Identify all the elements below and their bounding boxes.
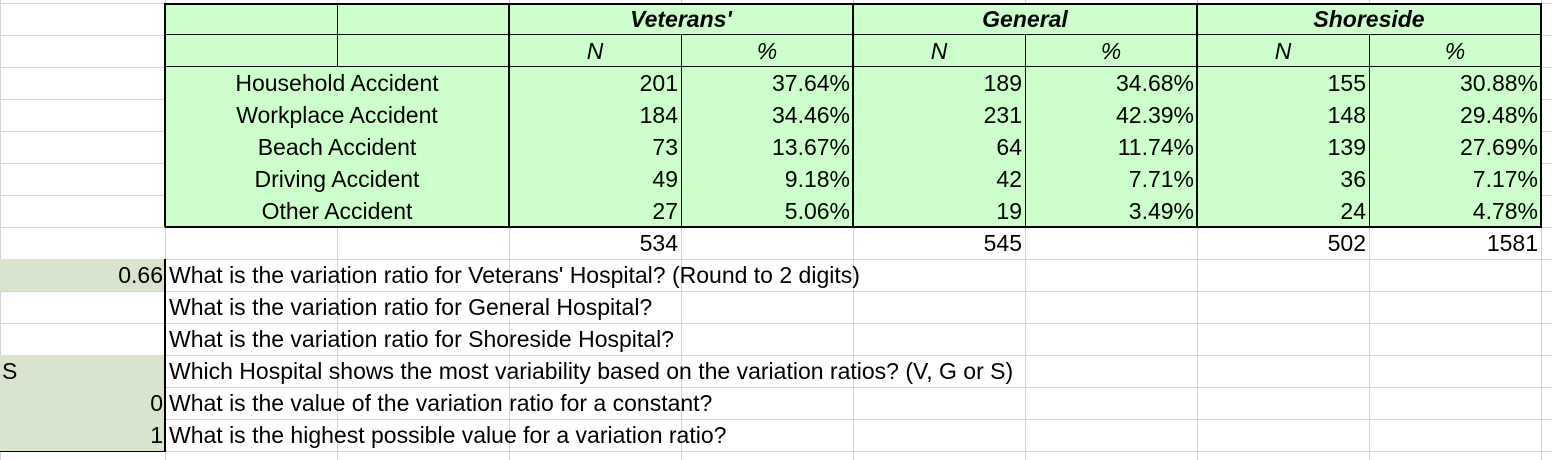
row-label[interactable]: Workplace Accident (236, 102, 438, 128)
grid-column-line (337, 0, 338, 460)
count-cell[interactable]: 231 (983, 102, 1022, 128)
total-grand[interactable]: 1581 (1486, 230, 1538, 256)
grid-row-line (0, 451, 1552, 452)
grid-row-line (0, 419, 1552, 420)
grid-column-line (509, 0, 510, 460)
count-cell[interactable]: 184 (639, 102, 678, 128)
percent-cell[interactable]: 13.67% (771, 134, 850, 160)
answer-col-border (164, 259, 166, 452)
grid-row-line (0, 291, 1552, 292)
percent-cell[interactable]: 9.18% (784, 166, 850, 192)
grid-row-line (0, 355, 1552, 356)
sub-col-divider (1369, 35, 1370, 227)
count-cell[interactable]: 189 (983, 70, 1022, 96)
percent-cell[interactable]: 37.64% (771, 70, 850, 96)
count-cell[interactable]: 139 (1327, 134, 1366, 160)
table-border-bottom (165, 226, 1542, 228)
col-veterans-n[interactable]: N (586, 38, 604, 64)
percent-cell[interactable]: 4.78% (1472, 198, 1538, 224)
col-general-pct[interactable]: % (1100, 38, 1122, 64)
group-divider (852, 3, 854, 227)
percent-cell[interactable]: 30.88% (1459, 70, 1538, 96)
percent-cell[interactable]: 3.49% (1128, 198, 1194, 224)
header-veterans[interactable]: Veterans' (630, 6, 732, 32)
answer-cell[interactable]: 1 (0, 419, 165, 451)
sub-col-divider (1025, 35, 1026, 227)
percent-cell[interactable]: 5.06% (784, 198, 850, 224)
grid-row-line (0, 387, 1552, 388)
question-text: What is the variation ratio for General … (169, 294, 653, 320)
count-cell[interactable]: 27 (652, 198, 678, 224)
question-text: Which Hospital shows the most variabilit… (169, 358, 1014, 384)
grid-row-line (0, 323, 1552, 324)
col-shoreside-n[interactable]: N (1274, 38, 1292, 64)
total-general[interactable]: 545 (983, 230, 1022, 256)
label-col-divider (337, 3, 338, 67)
sub-col-divider (681, 35, 682, 227)
percent-cell[interactable]: 34.46% (771, 102, 850, 128)
grid-column-line (681, 0, 682, 460)
percent-cell[interactable]: 27.69% (1459, 134, 1538, 160)
answer-col-border-bottom (0, 451, 166, 452)
count-cell[interactable]: 42 (996, 166, 1022, 192)
answer-cell[interactable]: 0.66 (0, 259, 165, 291)
question-text: What is the variation ratio for Veterans… (169, 262, 860, 288)
question-text: What is the value of the variation ratio… (169, 390, 713, 416)
grid-column-line (1197, 0, 1198, 460)
count-cell[interactable]: 49 (652, 166, 678, 192)
percent-cell[interactable]: 7.17% (1472, 166, 1538, 192)
grid-column-line (0, 0, 1, 460)
percent-cell[interactable]: 34.68% (1115, 70, 1194, 96)
question-text: What is the highest possible value for a… (169, 422, 727, 448)
percent-cell[interactable]: 11.74% (1117, 134, 1194, 160)
count-cell[interactable]: 201 (639, 70, 678, 96)
answer-cell[interactable]: 0 (0, 387, 165, 419)
count-cell[interactable]: 19 (996, 198, 1022, 224)
row-label[interactable]: Household Accident (235, 70, 439, 96)
header-shoreside[interactable]: Shoreside (1313, 6, 1425, 32)
grid-column-line (165, 0, 166, 460)
table-border-right (1540, 3, 1542, 227)
count-cell[interactable]: 36 (1340, 166, 1366, 192)
grid-column-line (1541, 0, 1542, 460)
total-veterans[interactable]: 534 (639, 230, 678, 256)
count-cell[interactable]: 73 (652, 134, 678, 160)
answer-cell[interactable]: S (0, 355, 165, 387)
row-label[interactable]: Driving Accident (254, 166, 420, 192)
row-label[interactable]: Other Accident (261, 198, 413, 224)
col-shoreside-pct[interactable]: % (1444, 38, 1466, 64)
header-general[interactable]: General (982, 6, 1068, 32)
table-border-left (164, 3, 166, 227)
col-general-n[interactable]: N (930, 38, 948, 64)
grid-row-line (0, 259, 1552, 260)
total-shoreside[interactable]: 502 (1327, 230, 1366, 256)
count-cell[interactable]: 64 (996, 134, 1022, 160)
question-text: What is the variation ratio for Shoresid… (169, 326, 674, 352)
percent-cell[interactable]: 29.48% (1459, 102, 1538, 128)
col-veterans-pct[interactable]: % (756, 38, 778, 64)
percent-cell[interactable]: 7.71% (1128, 166, 1194, 192)
count-cell[interactable]: 155 (1327, 70, 1366, 96)
group-divider (1196, 3, 1198, 227)
count-cell[interactable]: 24 (1340, 198, 1366, 224)
grid-column-line (853, 0, 854, 460)
count-cell[interactable]: 148 (1327, 102, 1366, 128)
grid-column-line (1025, 0, 1026, 460)
row-label[interactable]: Beach Accident (257, 134, 417, 160)
grid-column-line (1369, 0, 1370, 460)
percent-cell[interactable]: 42.39% (1115, 102, 1194, 128)
group-divider (508, 3, 510, 227)
